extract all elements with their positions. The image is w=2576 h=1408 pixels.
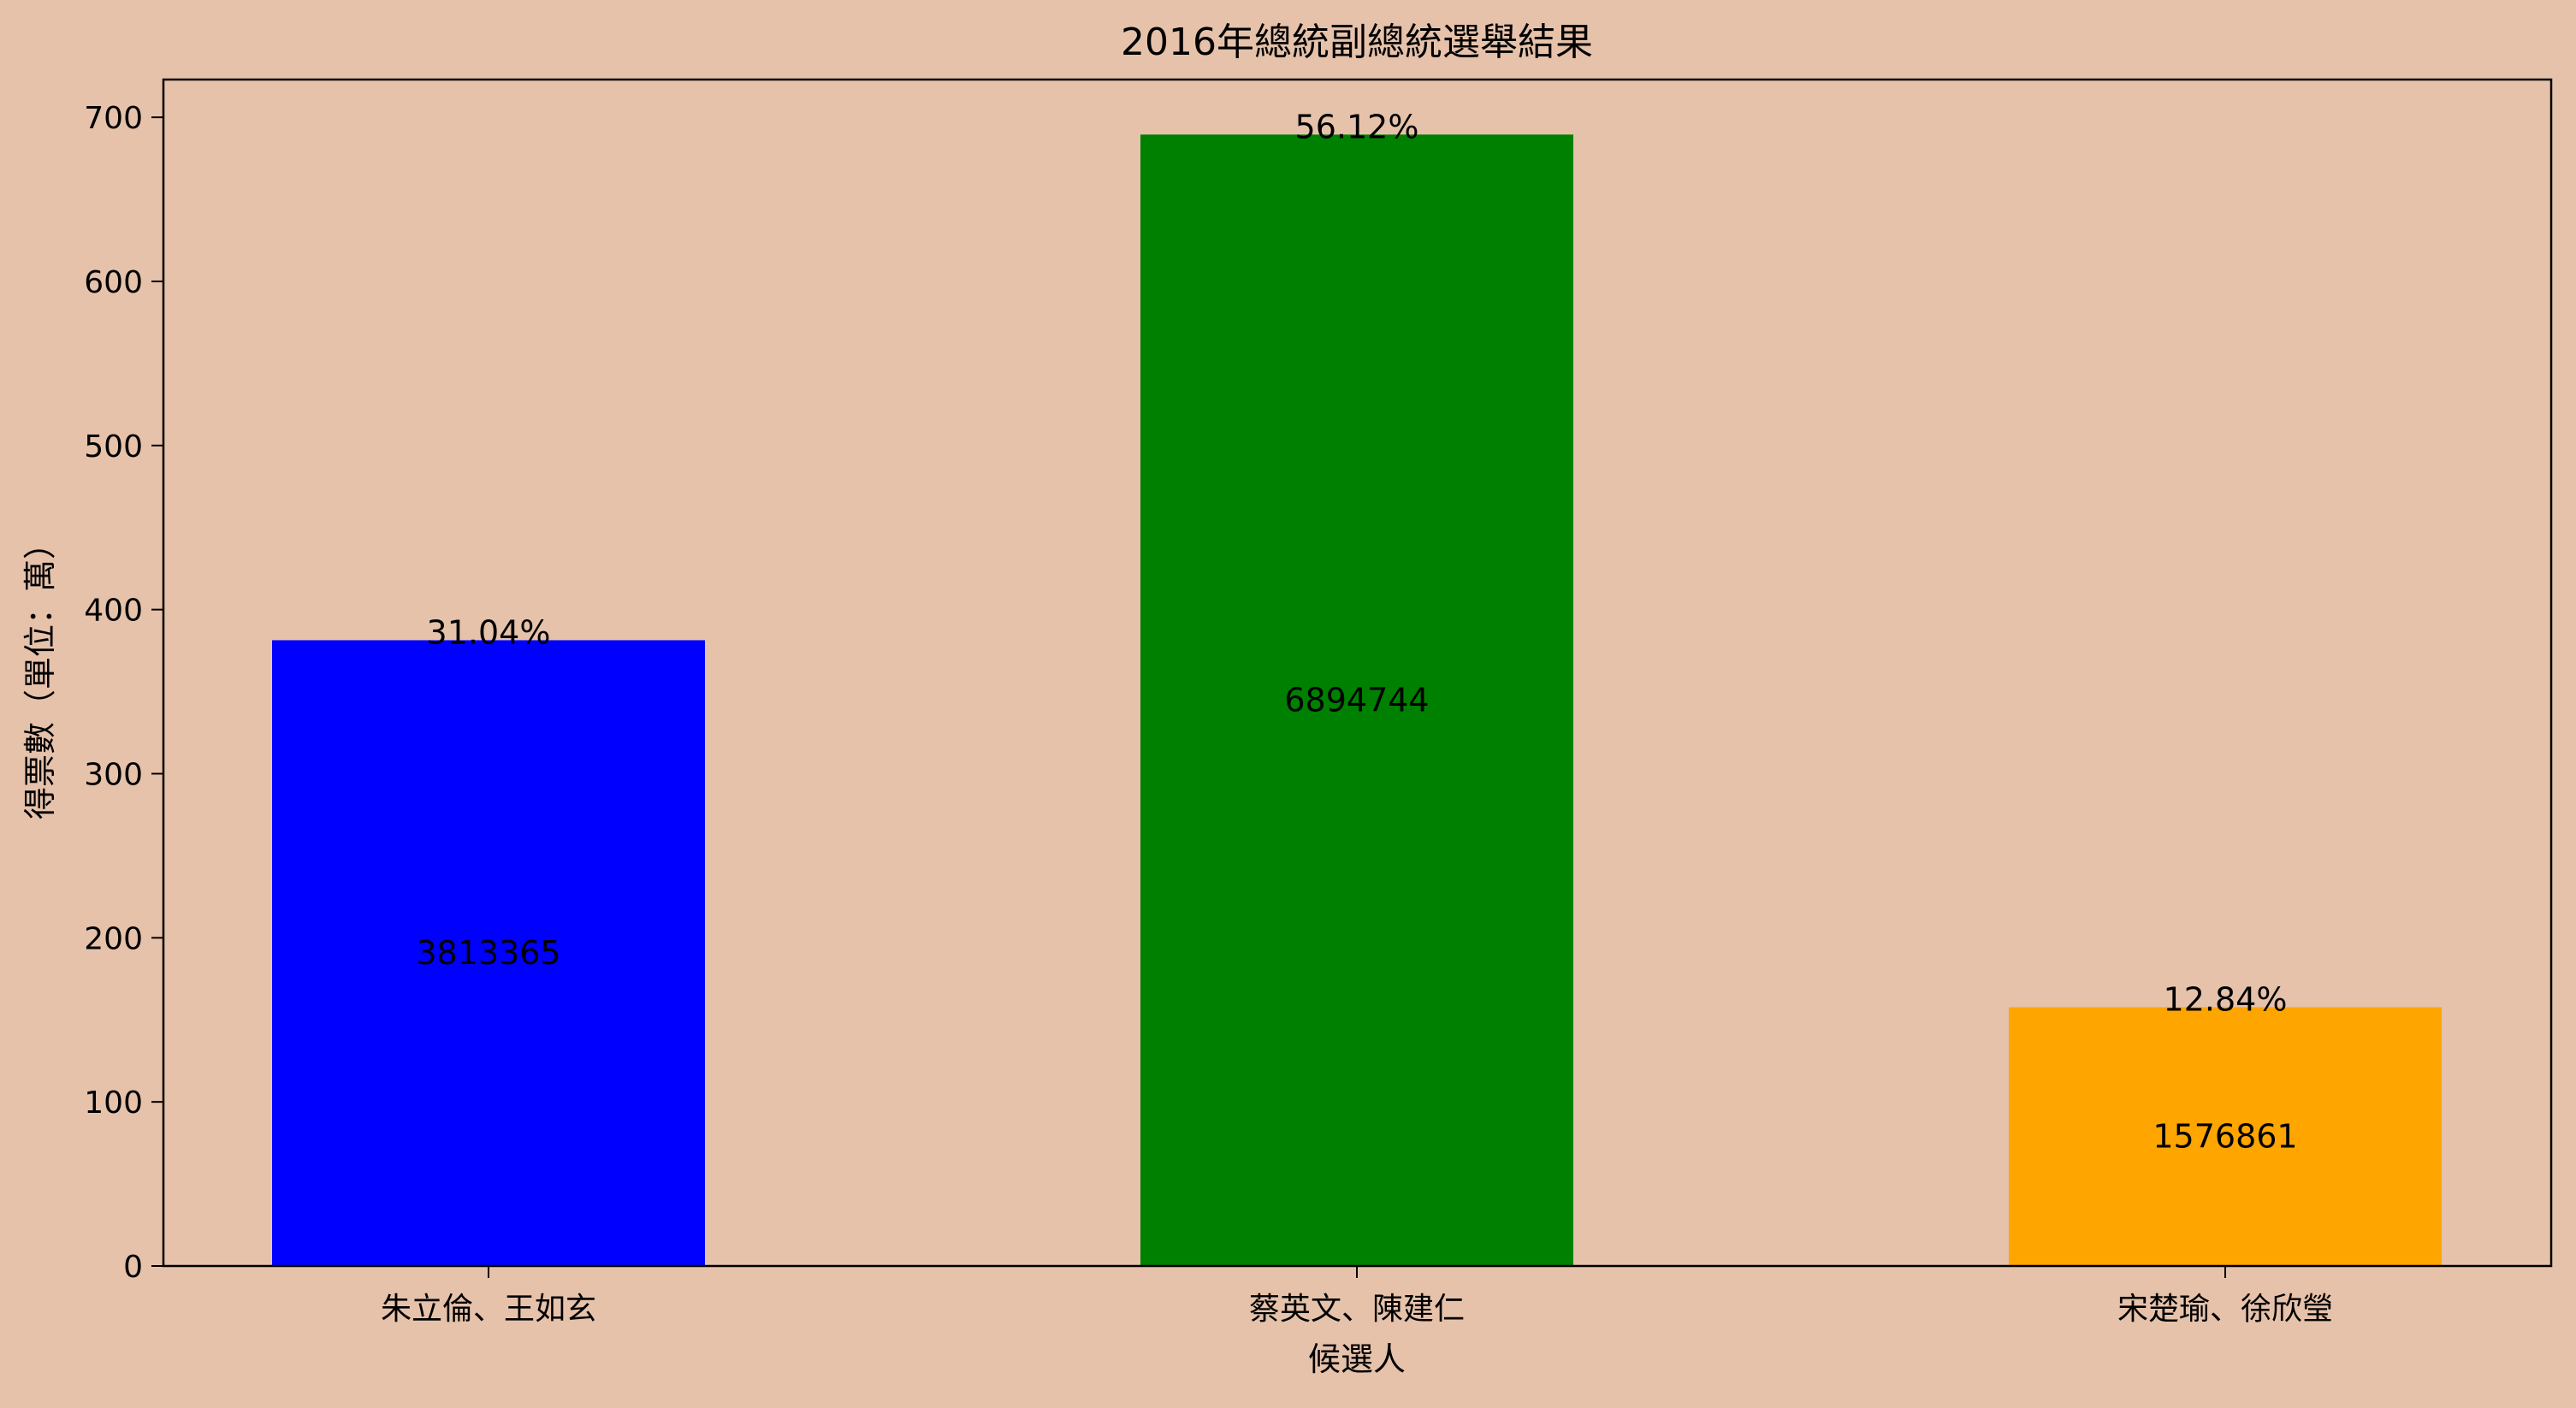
chart-title: 2016年總統副總統選舉結果: [1121, 21, 1593, 64]
plot-area: 31.04% 3813365 朱立倫、王如玄 56.12% 6894744 蔡英文、陳建仁…: [84, 78, 2553, 1327]
percent-label-1: 31.04%: [427, 613, 551, 651]
x-tick-label-3: 宋楚瑜、徐欣瑩: [2117, 1292, 2333, 1327]
y-tick-label-400: 400: [84, 594, 143, 629]
y-tick-label-200: 200: [84, 921, 143, 956]
y-tick-label-0: 0: [123, 1250, 143, 1285]
y-axis-label: 得票數（單位：萬）: [21, 527, 59, 819]
vote-label-3: 1576861: [2153, 1118, 2297, 1156]
y-tick-label-100: 100: [84, 1086, 143, 1121]
plot-frame: [162, 78, 2553, 1268]
vote-label-1: 3813365: [416, 934, 560, 972]
y-tick-label-700: 700: [84, 101, 143, 136]
x-tick-label-1: 朱立倫、王如玄: [381, 1292, 596, 1327]
bar-2: [1140, 134, 1573, 1266]
y-tick-label-300: 300: [84, 757, 143, 792]
percent-label-2: 56.12%: [1295, 108, 1419, 145]
x-tick-label-2: 蔡英文、陳建仁: [1249, 1292, 1465, 1327]
percent-label-3: 12.84%: [2164, 980, 2288, 1018]
y-tick-label-500: 500: [84, 429, 143, 464]
bar-1: [272, 640, 705, 1266]
vote-label-2: 6894744: [1284, 682, 1429, 719]
x-axis-label: 候選人: [1308, 1340, 1406, 1378]
bar-3: [2009, 1007, 2442, 1266]
y-tick-label-600: 600: [84, 265, 143, 300]
